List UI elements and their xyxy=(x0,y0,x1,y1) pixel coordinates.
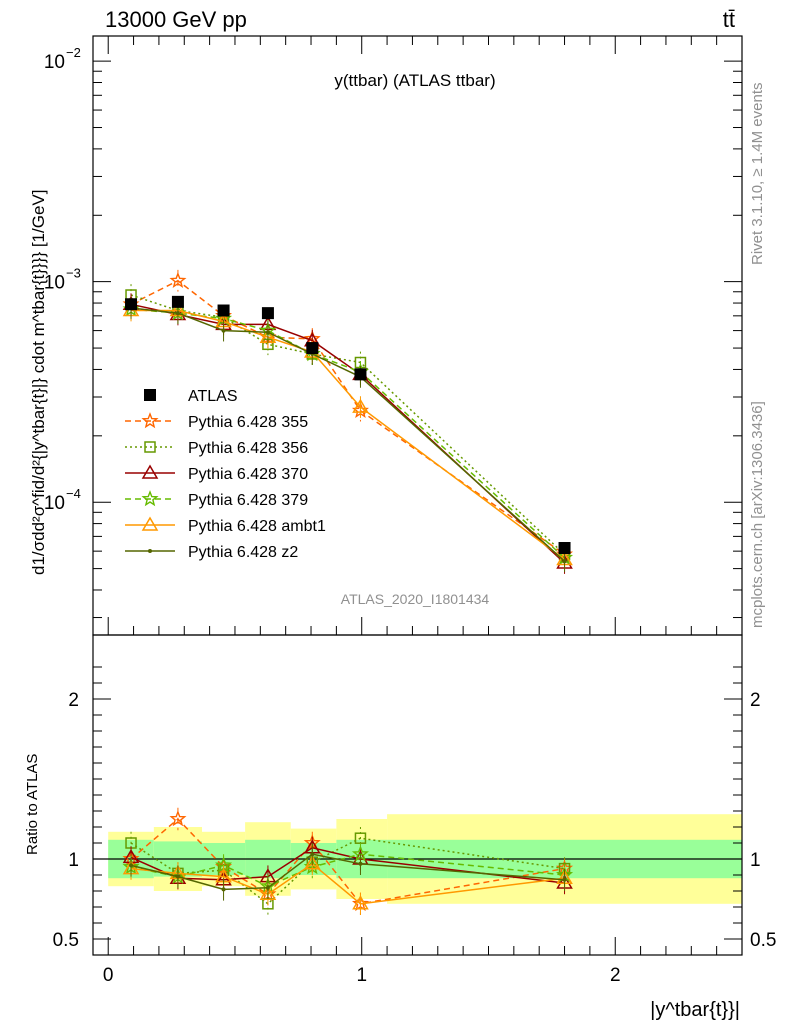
series-point xyxy=(562,559,567,564)
ratio-series-point xyxy=(303,855,321,870)
legend-marker xyxy=(141,490,159,507)
legend-label: Pythia 6.428 ambt1 xyxy=(188,518,326,535)
atlas-data-point xyxy=(217,304,230,317)
ratio-y-tick-label: 2 xyxy=(68,690,79,711)
atlas-data-point xyxy=(261,307,274,320)
ratio-y-axis-label: Ratio to ATLAS xyxy=(24,754,41,855)
ratio-series-point xyxy=(265,885,270,890)
atlas-data-point xyxy=(171,295,184,308)
ratio-y-tick-label: 0.5 xyxy=(53,930,79,951)
x-tick-label: 2 xyxy=(610,965,621,986)
ratio-series-point xyxy=(358,861,363,866)
y-tick-label: 10 xyxy=(44,52,65,73)
legend-marker xyxy=(148,549,152,553)
atlas-data-point xyxy=(306,342,319,355)
ratio-series-point xyxy=(562,877,567,882)
ratio-frame xyxy=(92,634,743,956)
ratio-series-point xyxy=(352,895,369,910)
atlas-data-point xyxy=(125,298,138,311)
legend: ATLAS Pythia 6.428 355 Pythia 6.428 356 Pyt… xyxy=(125,388,326,561)
ratio-series-point xyxy=(129,863,134,868)
x-tick-label: 1 xyxy=(356,965,367,986)
y-tick-exponent: −3 xyxy=(66,266,81,281)
ratio-panel: 0 1 2 0.5 0.5 1 1 2 2 xyxy=(53,36,776,986)
legend-label: Pythia 6.428 379 xyxy=(188,492,308,509)
legend-label: Pythia 6.428 370 xyxy=(188,466,308,483)
series-point xyxy=(352,398,369,413)
series-point xyxy=(175,311,180,316)
legend-marker xyxy=(144,389,156,401)
legend-marker xyxy=(144,441,156,453)
y-tick-label: 10 xyxy=(44,273,65,294)
y-tick-exponent: −2 xyxy=(66,45,81,60)
ratio-y-tick-label-right: 1 xyxy=(750,850,761,871)
ratio-y-tick-label-right: 0.5 xyxy=(750,930,776,951)
legend-label: Pythia 6.428 356 xyxy=(188,440,308,457)
y-tick-label: 10 xyxy=(44,493,65,514)
series-point xyxy=(221,328,226,333)
rivet-version-label: Rivet 3.1.10, ≥ 1.4M events xyxy=(749,83,766,266)
ratio-series-point xyxy=(310,852,315,857)
main-y-axis-label: d1/σdd²σ^fid/d²{|y^tbar{t}|} cdot m^tbar… xyxy=(29,190,48,575)
plot-title: y(ttbar) (ATLAS ttbar) xyxy=(334,71,495,90)
y-tick-exponent: −4 xyxy=(66,486,81,501)
legend-marker xyxy=(141,516,159,531)
ratio-series-point xyxy=(259,885,277,900)
legend-marker xyxy=(141,464,159,479)
series-point xyxy=(169,271,187,289)
legend-label: ATLAS xyxy=(188,388,238,405)
x-axis-label: |y^tbar{t}}| xyxy=(650,999,740,1021)
legend-label: Pythia 6.428 355 xyxy=(188,414,308,431)
ratio-series-point xyxy=(169,810,187,827)
analysis-id: ATLAS_2020_I1801434 xyxy=(341,591,490,607)
legend-marker xyxy=(141,412,159,429)
energy-label: 13000 GeV pp xyxy=(105,7,247,32)
ratio-y-tick-label: 1 xyxy=(68,850,79,871)
atlas-data-point xyxy=(558,542,571,555)
process-label: tt̄ xyxy=(723,7,735,32)
legend-label: Pythia 6.428 z2 xyxy=(188,544,298,561)
x-tick-label: 0 xyxy=(103,965,114,986)
atlas-data-point xyxy=(354,368,367,381)
main-panel: 10−210−310−4 xyxy=(44,35,743,636)
ratio-series-point xyxy=(175,874,180,879)
ratio-y-tick-label-right: 2 xyxy=(750,690,761,711)
mcplots-url-label: mcplots.cern.ch [arXiv:1306.3436] xyxy=(749,401,766,628)
ratio-series-point xyxy=(221,887,226,892)
series-point xyxy=(265,330,270,335)
